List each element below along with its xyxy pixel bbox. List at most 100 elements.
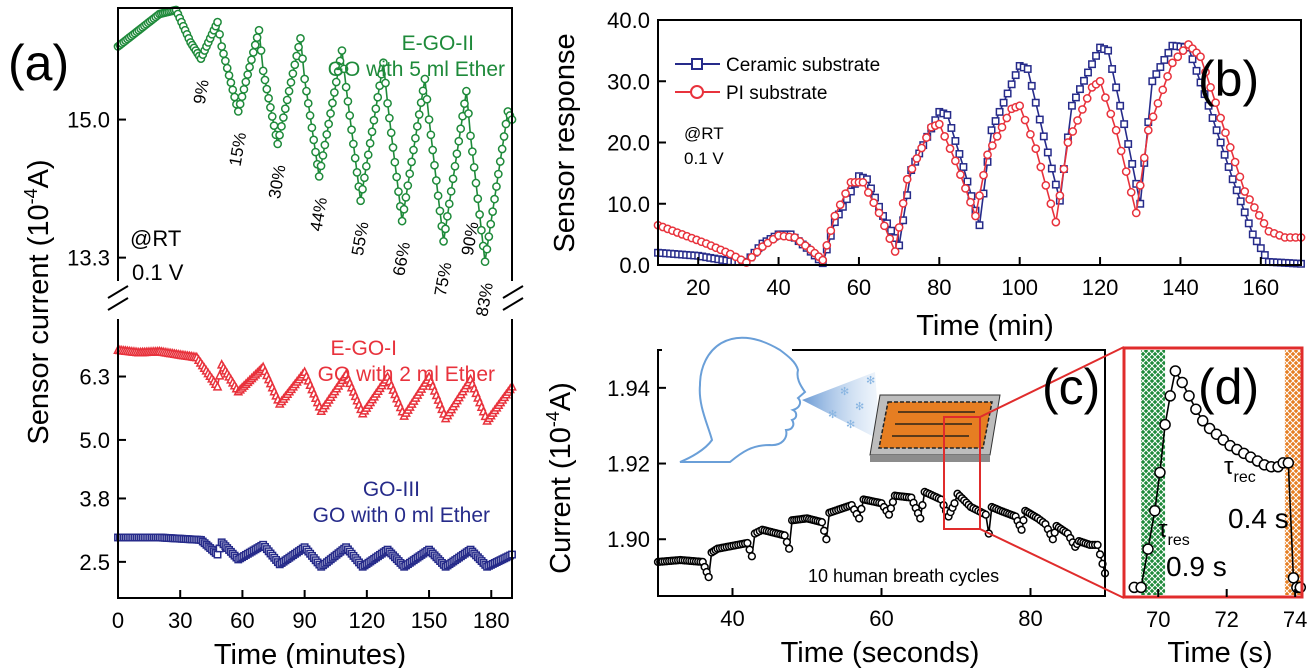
series-e-go-ii-point-58 [221,56,230,66]
panel-c: ✻ ✻ ✻ ✻ ✻ 40 60 80 1.90 1.92 1.94 (c) 10 hum… [543,330,1125,668]
panel-b-x-tick-label: 20 [686,275,710,300]
series-e-go-ii-point-74 [250,40,260,50]
tau-res-value: 0.9 s [1166,551,1227,582]
series-breath-point-161 [1019,516,1028,525]
panel-a-x-ticks: 0 30 60 90 120 150 180 [112,590,510,633]
panel-d: 70 72 74 (d) τrec 0.4 s τres 0.9 s Time (s… [1122,346,1307,668]
series-e-go-ii-point-149 [392,172,402,182]
series-ceramic-point-107 [1084,68,1092,77]
series-e-go-ii-point-158 [409,145,418,155]
cycle-label-7: 75% [431,261,456,298]
series-pi-point-92 [1095,76,1105,86]
panel-b: 20 40 60 80 100 120 140 160 0.0 10.0 20.0 30.0 40.0… [549,8,1306,342]
series-ceramic-point-84 [991,117,1000,126]
series-e-go-ii-point-174 [439,237,448,246]
series-ceramic-point-149 [1252,237,1261,246]
axis-break-right-mark [502,285,524,311]
panel-c-x-ticks: 40 60 80 [720,588,1043,631]
series-breath-point-58 [784,544,794,553]
panel-b-y-axis-title: Sensor response [549,33,581,252]
series-pi-point-76 [1020,115,1030,125]
series-e-go-ii-point-88 [277,121,286,131]
series-ceramic-point-87 [1003,89,1012,98]
series-e-go-ii-point-145 [385,113,394,123]
breath-particles: ✻ ✻ ✻ ✻ ✻ [828,375,875,431]
series-ceramic-point-127 [1164,48,1173,57]
series-e-go-ii-point-135 [365,138,375,148]
panel-a-x-tick-label: 180 [473,608,510,633]
series-e-go-ii-point-62 [228,85,238,95]
series-e-go-ii-point-156 [405,169,415,179]
series-e-go-ii-point-152 [397,216,407,226]
series-pi-point-105 [1158,85,1168,95]
panel-c-x-tick-label: 60 [869,606,893,631]
series-e-go-ii-point-80 [262,84,272,94]
panel-a-y-tick-label: 2.5 [79,550,110,575]
series-ceramic-point-73 [947,124,956,132]
series-zoom-point-9 [1183,390,1195,402]
panel-d-x-tick-label: 74 [1283,607,1307,632]
panel-b-y-tick-label: 40.0 [607,8,650,33]
series-zoom-point-25 [1287,572,1300,584]
series-e-go-ii-point-75 [252,33,262,42]
cycle-label-2: 15% [226,131,251,168]
panel-b-plot-area [653,40,1306,268]
series-ceramic-point-95 [1035,115,1044,124]
panel-c-x-axis-title: Time (seconds) [781,637,980,668]
series-breath-point-23 [704,572,713,582]
series-ceramic-point-75 [955,150,964,158]
series-pi-point-51 [902,174,912,184]
series-e-go-ii-point-148 [390,157,400,167]
series-zoom-point-7 [1169,365,1182,377]
series-pi-point-44 [869,198,879,208]
cycle-label-5: 55% [348,220,373,257]
series-e-go-ii-point-180 [450,161,460,171]
panel-d-x-ticks: 70 72 74 [1146,589,1307,632]
panel-b-legend: Ceramic substrate PI substrate [675,55,880,104]
series-e-go-ii-point-155 [403,181,413,190]
panel-a-x-tick-label: 90 [292,608,316,633]
series-e-go-ii-point-200 [488,207,497,216]
series-ceramic-point-134 [1192,66,1201,75]
panel-b-y-ticks: 0.0 10.0 20.0 30.0 40.0 [607,8,666,278]
series-pi-point-37 [835,200,845,210]
series-e-go-ii-point-81 [264,93,273,103]
series-pi-point-69 [988,141,997,150]
panel-a-x-tick-label: 0 [112,608,124,633]
series-desc-e-go-i: GO with 2 ml Ether [318,363,495,386]
series-e-go-ii-point-106 [311,147,320,157]
panel-a-x-tick-label: 150 [411,608,448,633]
series-e-go-ii-point-98 [296,34,305,43]
series-e-go-ii-point-101 [302,86,311,96]
series-e-go-ii-point-54 [213,17,222,27]
series-zoom-point-24 [1282,457,1295,469]
series-pi-point-117 [1216,113,1225,123]
panel-c-y-tick-label: 1.94 [607,376,650,401]
panel-c-y-tick-label: 1.90 [607,527,650,552]
series-pi-point-34 [822,241,832,250]
tau-res-label: τres [1158,516,1190,549]
zoom-region-box [943,416,981,530]
series-e-go-ii-point-126 [349,139,358,149]
panel-c-frame [657,349,1106,597]
series-pi-point-81 [1046,199,1056,209]
recovery-time-band [1284,350,1302,595]
series-ceramic-point-85 [995,107,1004,116]
series-e-go-ii-point-82 [266,103,275,112]
series-ceramic-point-117 [1124,140,1133,148]
series-e-go-ii-point-71 [245,62,254,72]
series-e-go-ii-point-132 [360,173,369,183]
series-pi-point-77 [1026,129,1035,139]
series-e-go-ii-point-89 [279,113,288,122]
panel-d-label: (d) [1198,359,1259,415]
series-ceramic-point-99 [1051,180,1060,189]
series-e-go-ii-point-97 [294,42,303,52]
series-pi-point-102 [1143,125,1153,135]
panel-b-x-tick-label: 40 [766,275,790,300]
human-face-outline [679,336,807,463]
series-e-go-ii-point-116 [330,88,339,97]
particle-5: ✻ [828,409,837,421]
series-e-go-ii-point-103 [305,111,315,120]
panel-a-y-tick-label: 15.0 [67,108,110,133]
series-e-go-ii-point-131 [358,184,367,194]
